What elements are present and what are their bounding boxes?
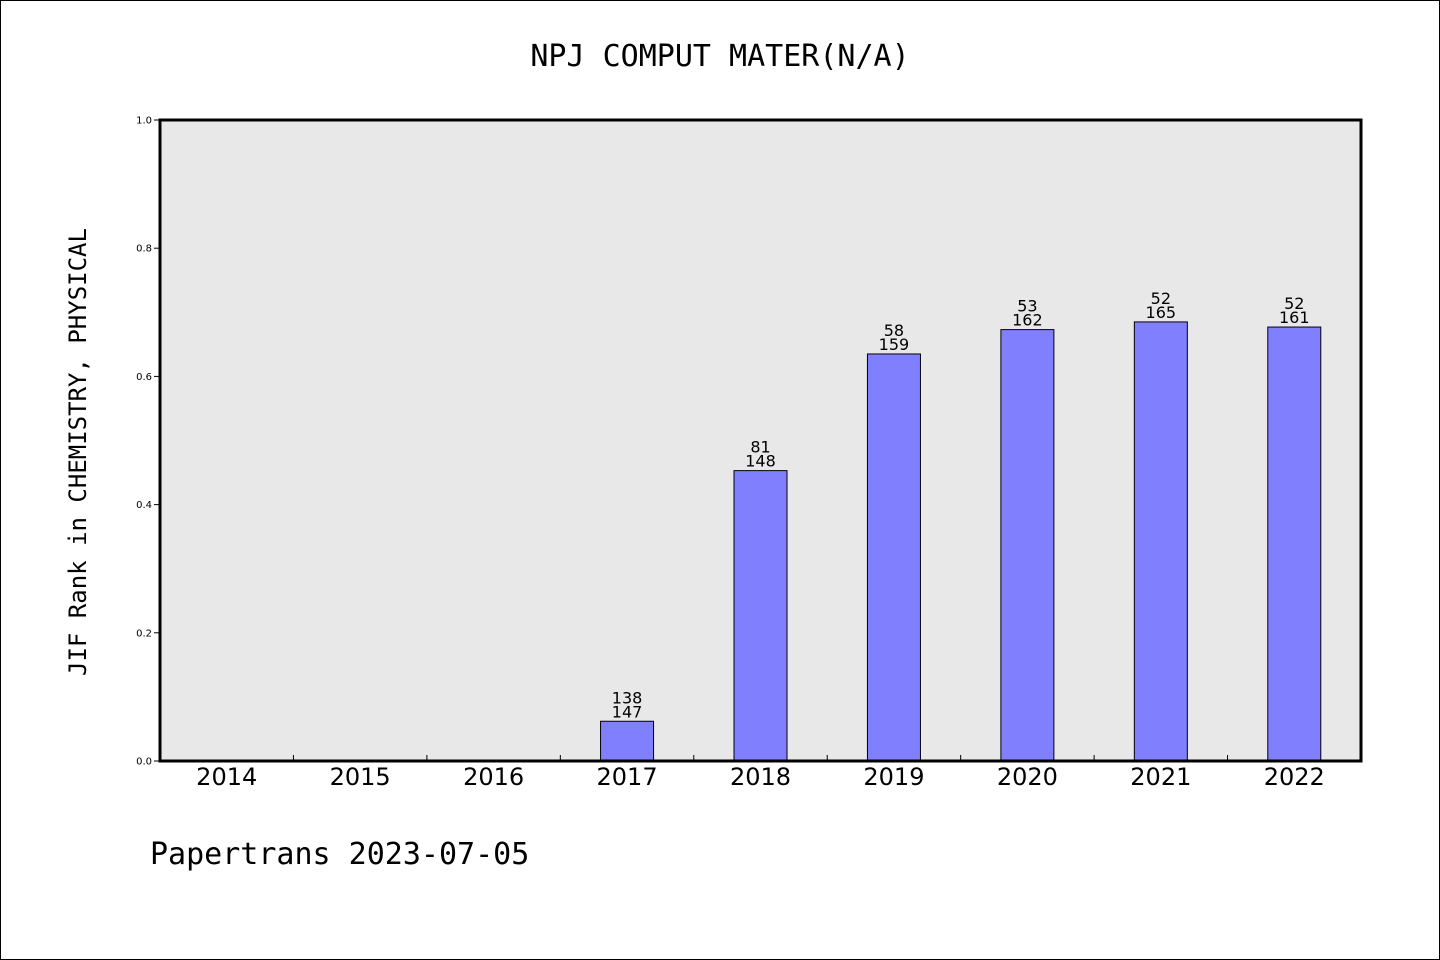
footer-text: Papertrans 2023-07-05: [150, 837, 529, 872]
rank-label: 138: [612, 688, 643, 707]
x-tick-label: 2014: [196, 763, 257, 791]
x-tick-label: 2016: [463, 763, 524, 791]
x-axis-ticks: 2014 2015 2016 2017 2018 2019 2020 2021 2022: [196, 755, 1325, 791]
y-axis-label: JIF Rank in CHEMISTRY, PHYSICAL: [64, 228, 92, 676]
bar-series: [600, 321, 1322, 762]
y-tick-label: 0.8: [136, 244, 152, 255]
plot-border: [158, 118, 1363, 763]
x-tick-label: 2017: [597, 763, 658, 791]
rank-label: 81: [750, 438, 770, 457]
total-label: 148: [745, 452, 776, 471]
total-label: 161: [1279, 308, 1310, 327]
x-tick-label: 2020: [997, 763, 1058, 791]
rank-label: 53: [1017, 297, 1037, 316]
x-tick-label: 2015: [330, 763, 391, 791]
y-tick-label: 0.4: [136, 500, 152, 511]
total-label: 165: [1146, 303, 1177, 322]
x-tick-label: 2018: [730, 763, 791, 791]
x-tick-label: 2019: [863, 763, 924, 791]
x-tick-label: 2022: [1264, 763, 1325, 791]
y-tick-label: 1.0: [136, 116, 152, 127]
rank-label: 52: [1284, 294, 1304, 313]
total-label: 162: [1012, 311, 1043, 330]
bar-2021: [1133, 321, 1188, 762]
bar-2018: [733, 470, 788, 762]
y-axis-ticks: 0.0 0.2 0.4 0.6 0.8 1.0: [136, 116, 160, 768]
bar-2019: [866, 353, 921, 762]
x-tick-label: 2021: [1130, 763, 1191, 791]
y-tick-label: 0.0: [136, 757, 152, 768]
y-tick-label: 0.2: [136, 628, 152, 639]
chart-title: NPJ COMPUT MATER(N/A): [530, 39, 909, 74]
rank-label: 58: [884, 321, 904, 340]
rank-label: 52: [1151, 289, 1171, 308]
total-label: 147: [612, 702, 643, 721]
total-label: 159: [879, 335, 910, 354]
bar-2022: [1267, 326, 1322, 762]
y-tick-label: 0.6: [136, 372, 152, 383]
bar-2020: [1000, 329, 1055, 762]
bar-2017: [600, 720, 655, 762]
